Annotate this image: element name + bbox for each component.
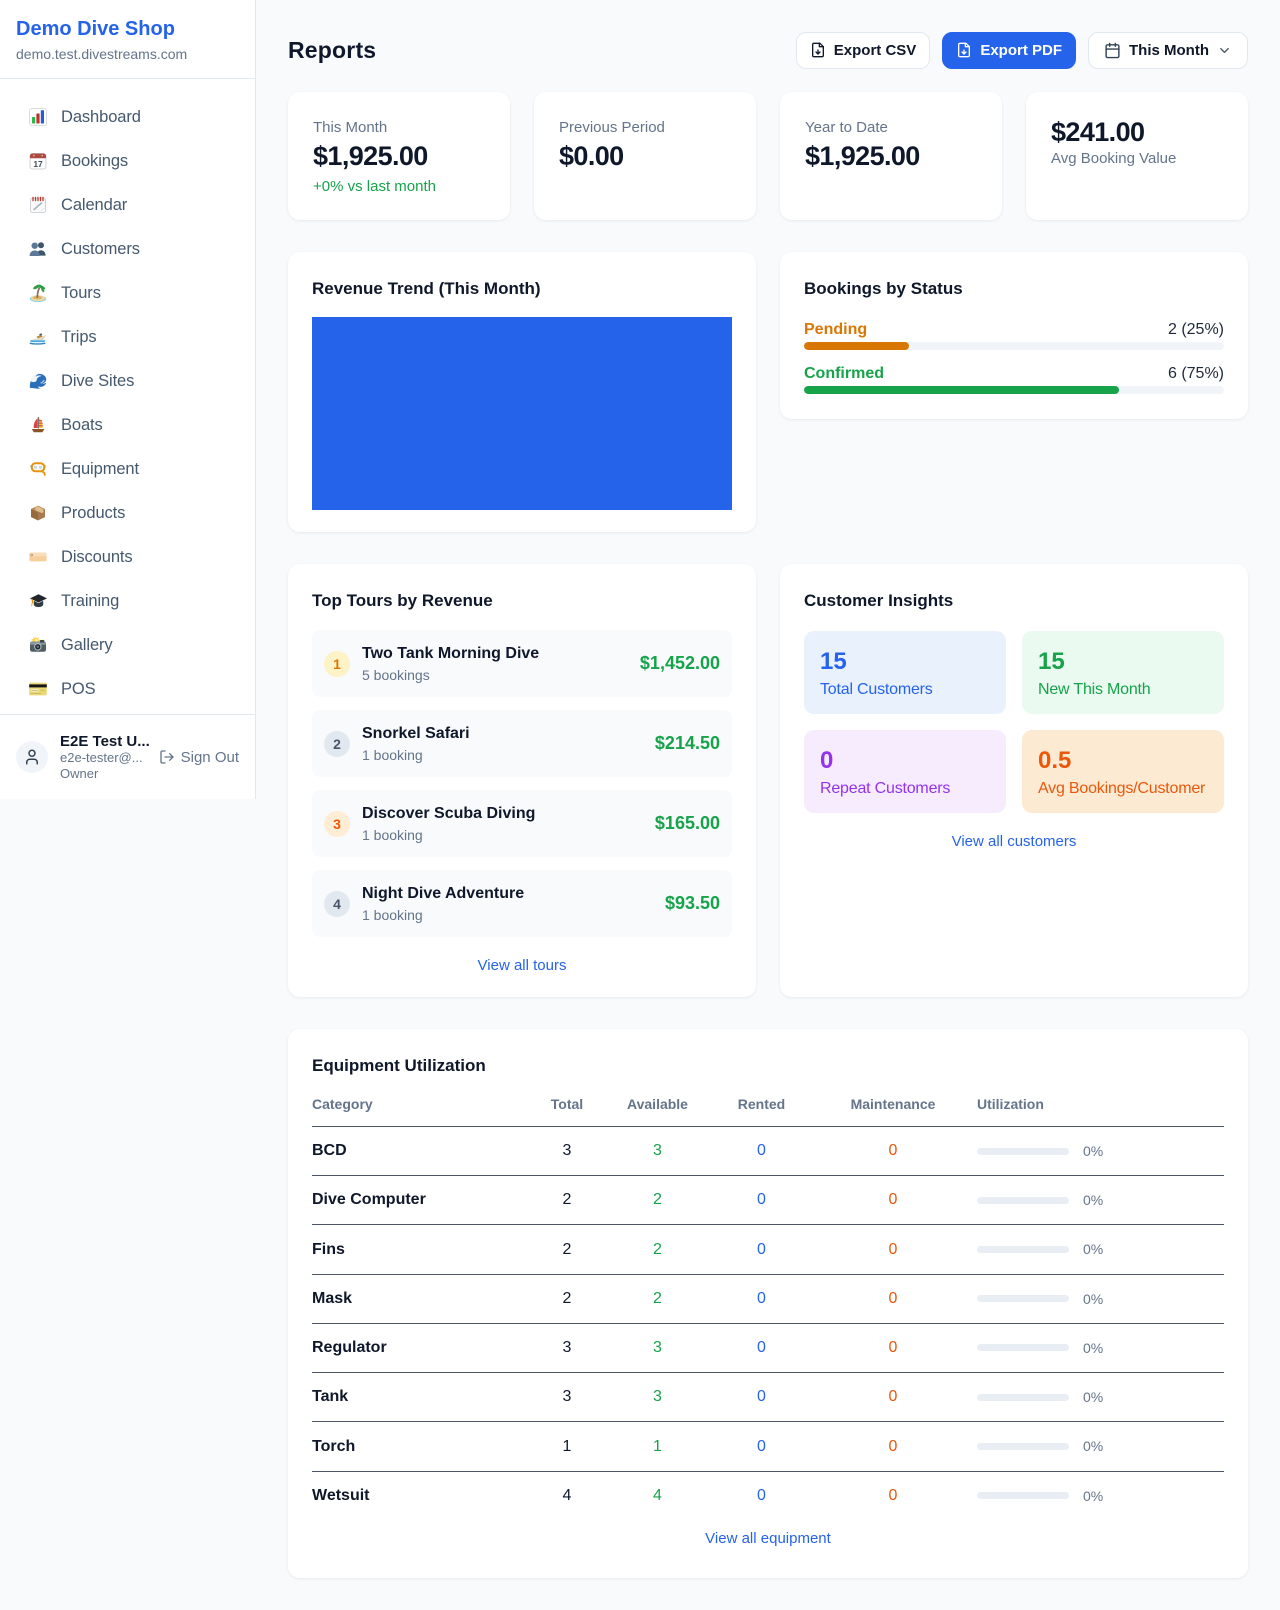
svg-text:17: 17	[33, 159, 43, 169]
